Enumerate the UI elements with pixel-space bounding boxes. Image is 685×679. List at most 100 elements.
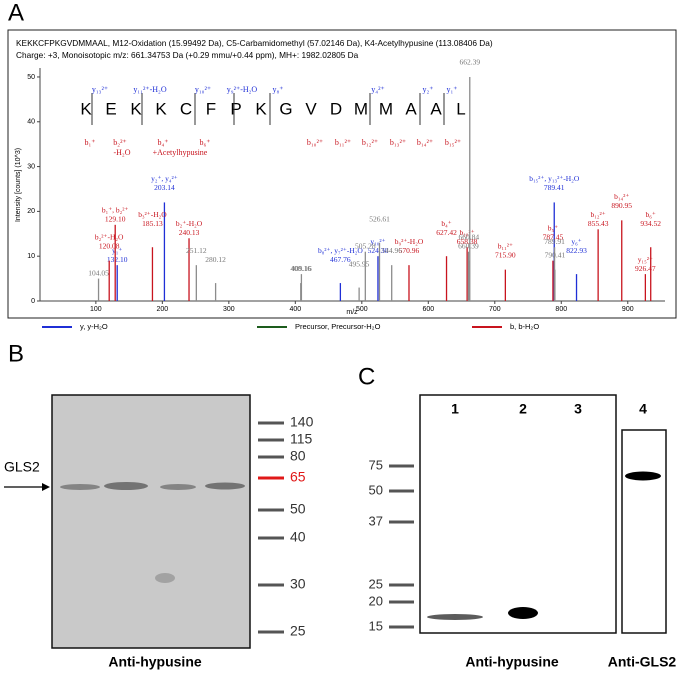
marker-label: 65: [290, 469, 306, 485]
marker-label: 15: [369, 618, 383, 633]
fragment-label: b₁₅²⁺: [445, 138, 461, 147]
target-label: GLS2: [4, 459, 40, 475]
x-tick-label: 500: [356, 306, 368, 313]
peak-label: 505.28: [355, 241, 376, 250]
peak-label: 524.30: [368, 246, 389, 255]
residue: M: [354, 99, 368, 118]
fragment-label: y₁₀²⁺: [195, 85, 211, 94]
x-tick-label: 300: [223, 306, 235, 313]
ion-label: b₈²⁺, y₇²⁺-H₂O: [318, 246, 363, 255]
panel-label: A: [8, 0, 24, 26]
blot: [621, 429, 667, 634]
peak-label: 409.16: [291, 264, 312, 273]
peak-label: 926.47: [635, 264, 656, 273]
ion-label: b₁⁺, b₂²⁺: [102, 206, 129, 215]
antibody-label: Anti-hypusine: [108, 654, 202, 670]
panel-label: C: [358, 363, 375, 390]
residue: A: [430, 99, 442, 118]
fragment-label: y₁⁺: [446, 85, 457, 94]
residue: D: [330, 99, 342, 118]
y-tick-label: 40: [27, 119, 35, 126]
band: [205, 482, 245, 490]
fragment-label: b₁₄²⁺: [417, 138, 433, 147]
peak-label: 789.41: [544, 183, 565, 192]
band: [160, 484, 196, 490]
x-tick-label: 800: [555, 306, 567, 313]
marker-label: 80: [290, 448, 306, 464]
x-tick-label: 700: [489, 306, 501, 313]
peak-label: 185.13: [142, 219, 163, 228]
chart-title: KEKKCFPKGVDMMAAL, M12-Oxidation (15.9949…: [16, 38, 493, 48]
residue: L: [456, 99, 465, 118]
ion-label: b₁₅²⁺, y₁₃²⁺-H₂O: [529, 174, 580, 183]
fragment-label: +Acetylhypusine: [153, 148, 208, 157]
peak-label: 789.91: [544, 237, 565, 246]
residue: M: [379, 99, 393, 118]
panel-a-frame: [7, 29, 677, 319]
peak-label: 526.61: [369, 214, 390, 223]
band: [508, 607, 538, 619]
peak-label: 658.38: [457, 237, 478, 246]
y-axis-label: Intensity [counts] (10^3): [15, 148, 22, 222]
residue: K: [155, 99, 167, 118]
blot: [419, 394, 617, 634]
ion-label: b₃²⁺-H₂O: [138, 210, 167, 219]
legend-label: Precursor, Precursor-H₂O: [295, 322, 381, 331]
x-tick-label: 400: [289, 306, 301, 313]
residue: K: [80, 99, 92, 118]
smudge: [155, 573, 175, 583]
marker-label: 37: [369, 513, 383, 528]
lane-label: 3: [574, 401, 582, 417]
ion-label: y₁₅²⁺: [638, 255, 653, 264]
x-tick-label: 100: [90, 306, 102, 313]
fragment-label: y₁₃²⁺: [92, 85, 108, 94]
antibody-label: Anti-GLS2: [608, 654, 677, 670]
residue: A: [405, 99, 417, 118]
fragment-label: y₄²⁺: [371, 85, 384, 94]
peak-label: 715.90: [495, 250, 516, 259]
peak-label: 570.96: [399, 246, 420, 255]
ion-label: b₅⁺: [548, 223, 558, 232]
fragment-label: b₆⁺: [199, 138, 210, 147]
ion-label: y₂⁺, y₄²⁺: [151, 174, 178, 183]
arrow-head: [42, 483, 50, 491]
ion-label: y₆⁺: [571, 237, 581, 246]
ion-label: y₁⁺: [112, 246, 122, 255]
ion-label: b₆⁺: [646, 210, 656, 219]
peak-label: 890.95: [611, 201, 632, 210]
fragment-label: b₁₂²⁺: [362, 138, 378, 147]
residue: K: [130, 99, 142, 118]
residue: P: [230, 99, 241, 118]
y-tick-label: 50: [27, 74, 35, 81]
fragment-label: b₂²⁺: [113, 138, 126, 147]
marker-label: 25: [369, 576, 383, 591]
lane-label: 2: [519, 401, 527, 417]
panel-label: B: [8, 340, 24, 367]
peak-label: 544.96: [381, 246, 402, 255]
marker-label: 140: [290, 414, 314, 430]
fragment-label: b₁₁²⁺: [335, 138, 351, 147]
x-tick-label: 600: [422, 306, 434, 313]
band: [427, 614, 483, 620]
peak-label: 934.52: [640, 219, 661, 228]
residue: F: [206, 99, 216, 118]
x-tick-label: 200: [156, 306, 168, 313]
marker-label: 50: [369, 482, 383, 497]
peak-label: 251.12: [186, 246, 207, 255]
peak-label: 120.08: [99, 241, 120, 250]
marker-label: 50: [290, 501, 306, 517]
peak-label: 203.14: [154, 183, 175, 192]
fragment-label: b₄⁺: [157, 138, 168, 147]
fragment-label: -H₂O: [113, 148, 130, 157]
peak-label: 822.93: [566, 246, 587, 255]
ion-label: y₁₀²⁺: [370, 237, 385, 246]
ion-label: b₄⁺: [441, 219, 451, 228]
marker-label: 25: [290, 623, 306, 639]
chart-subtitle: Charge: +3, Monoisotopic m/z: 661.34753 …: [16, 50, 359, 60]
antibody-label: Anti-hypusine: [465, 654, 559, 670]
peak-label: 855.43: [588, 219, 609, 228]
peak-label: 627.42: [436, 228, 457, 237]
fragment-label: y₂⁺: [422, 85, 433, 94]
ion-label: b₉²⁺-H₂O: [395, 237, 424, 246]
